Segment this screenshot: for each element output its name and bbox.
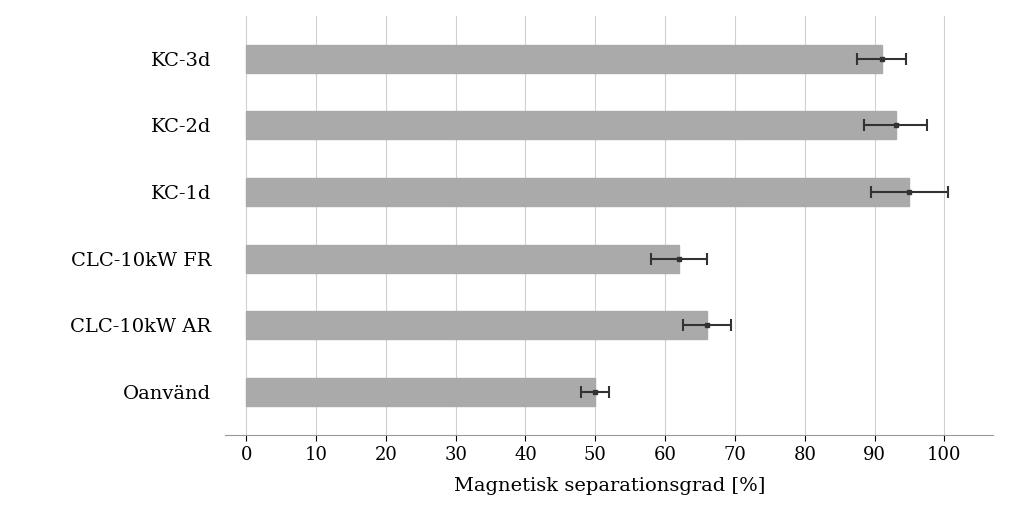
Bar	[246, 178, 909, 206]
Bar	[246, 111, 896, 139]
Bar	[246, 45, 882, 73]
Bar	[246, 244, 679, 272]
Bar	[246, 311, 707, 339]
X-axis label: Magnetisk separationsgrad [%]: Magnetisk separationsgrad [%]	[454, 478, 765, 495]
Bar	[246, 378, 595, 406]
